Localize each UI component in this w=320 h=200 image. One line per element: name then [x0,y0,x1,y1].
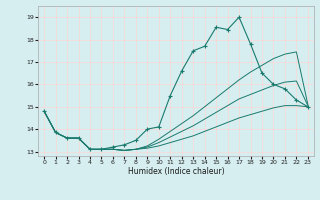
X-axis label: Humidex (Indice chaleur): Humidex (Indice chaleur) [128,167,224,176]
